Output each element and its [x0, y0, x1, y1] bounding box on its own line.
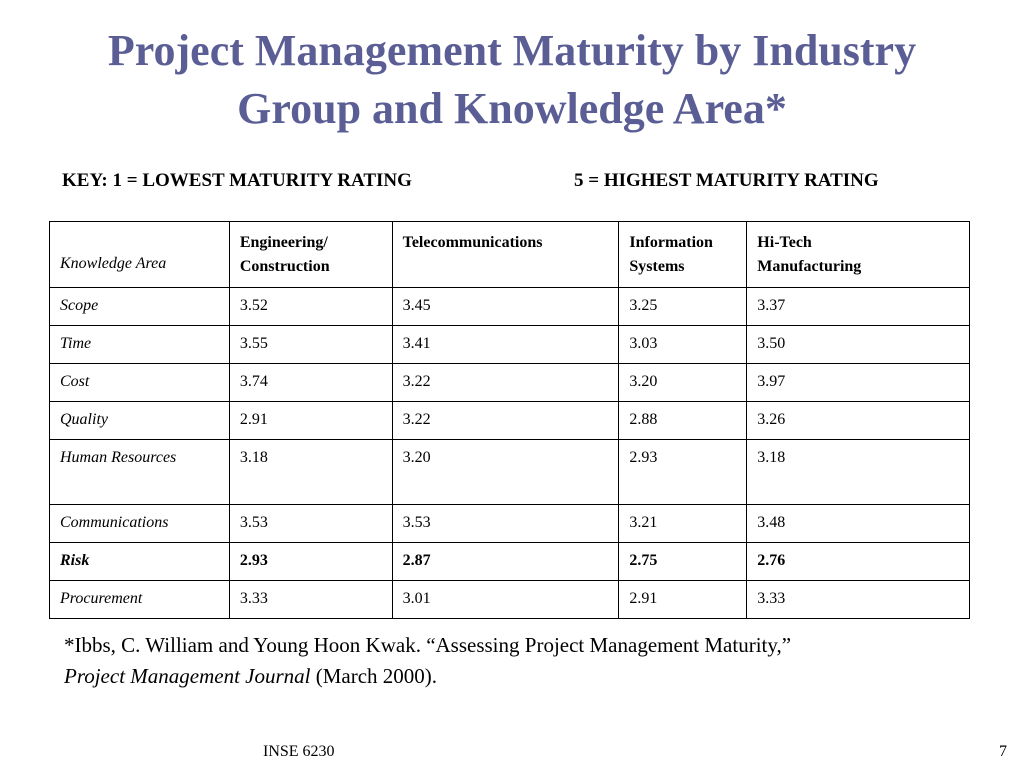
row-area-label: Communications	[49, 504, 230, 543]
slide-title-line1: Project Management Maturity by Industry	[107, 26, 917, 75]
cell-hitech: 3.18	[746, 439, 970, 505]
row-area-label: Human Resources	[49, 439, 230, 505]
cell-infosys: 3.20	[618, 363, 748, 402]
cell-telecom: 3.01	[391, 580, 620, 619]
table-row-human-resources: Human Resources 3.18 3.20 2.93 3.18	[49, 439, 970, 505]
cell-engineering: 2.91	[228, 401, 393, 440]
slide-title: Project Management Maturity by Industry …	[0, 22, 1024, 138]
maturity-table: Knowledge Area Engineering/ Construction…	[49, 221, 970, 619]
header-col4-line1: Hi-Tech	[757, 234, 812, 251]
footer-page-number: 7	[999, 743, 1007, 760]
cell-telecom: 3.45	[391, 287, 620, 326]
header-col4-line2: Manufacturing	[757, 258, 862, 275]
header-col3-line1: Information	[629, 234, 713, 251]
table-row-quality: Quality 2.91 3.22 2.88 3.26	[49, 401, 970, 440]
cell-infosys: 2.93	[618, 439, 748, 505]
row-area-label: Quality	[49, 401, 230, 440]
row-area-label: Cost	[49, 363, 230, 402]
header-col3-line2: Systems	[629, 258, 685, 275]
cell-infosys: 3.03	[618, 325, 748, 364]
table-row-cost: Cost 3.74 3.22 3.20 3.97	[49, 363, 970, 402]
header-telecommunications: Telecommunications	[391, 221, 620, 288]
cell-telecom: 3.22	[391, 363, 620, 402]
cell-telecom: 3.22	[391, 401, 620, 440]
cell-engineering: 3.53	[228, 504, 393, 543]
cell-hitech: 3.37	[746, 287, 970, 326]
citation-date: (March 2000).	[310, 664, 438, 688]
cell-infosys: 3.25	[618, 287, 748, 326]
header-hitech-manufacturing: Hi-Tech Manufacturing	[746, 221, 970, 288]
table-row-time: Time 3.55 3.41 3.03 3.50	[49, 325, 970, 364]
table-row-communications: Communications 3.53 3.53 3.21 3.48	[49, 504, 970, 543]
key-highest-rating: 5 = HIGHEST MATURITY RATING	[574, 170, 879, 191]
cell-telecom: 3.53	[391, 504, 620, 543]
table-header-row: Knowledge Area Engineering/ Construction…	[49, 221, 970, 288]
key-lowest-rating: KEY: 1 = LOWEST MATURITY RATING	[62, 170, 412, 191]
row-area-label: Scope	[49, 287, 230, 326]
cell-telecom: 3.41	[391, 325, 620, 364]
header-col2-line1: Telecommunications	[402, 234, 543, 251]
cell-engineering: 3.55	[228, 325, 393, 364]
cell-infosys: 2.88	[618, 401, 748, 440]
cell-hitech: 2.76	[746, 542, 970, 581]
cell-infosys: 2.75	[618, 542, 748, 581]
cell-hitech: 3.50	[746, 325, 970, 364]
citation: *Ibbs, C. William and Young Hoon Kwak. “…	[64, 630, 791, 692]
table-row-risk: Risk 2.93 2.87 2.75 2.76	[49, 542, 970, 581]
header-information-systems: Information Systems	[618, 221, 748, 288]
cell-telecom: 3.20	[391, 439, 620, 505]
citation-journal: Project Management Journal	[64, 664, 311, 688]
cell-hitech: 3.48	[746, 504, 970, 543]
row-area-label: Procurement	[49, 580, 230, 619]
cell-hitech: 3.97	[746, 363, 970, 402]
cell-engineering: 2.93	[228, 542, 393, 581]
slide-title-line2: Group and Knowledge Area*	[237, 84, 787, 133]
citation-line2: Project Management Journal (March 2000).	[64, 661, 791, 692]
header-engineering-construction: Engineering/ Construction	[228, 221, 393, 288]
cell-engineering: 3.18	[228, 439, 393, 505]
header-knowledge-area: Knowledge Area	[49, 221, 230, 288]
table-row-procurement: Procurement 3.33 3.01 2.91 3.33	[49, 580, 970, 619]
row-area-label: Time	[49, 325, 230, 364]
table-row-scope: Scope 3.52 3.45 3.25 3.37	[49, 287, 970, 326]
citation-line1: *Ibbs, C. William and Young Hoon Kwak. “…	[64, 633, 792, 657]
cell-engineering: 3.74	[228, 363, 393, 402]
cell-hitech: 3.26	[746, 401, 970, 440]
cell-infosys: 2.91	[618, 580, 748, 619]
cell-infosys: 3.21	[618, 504, 748, 543]
cell-telecom: 2.87	[391, 542, 620, 581]
row-area-label: Risk	[49, 542, 230, 581]
cell-engineering: 3.52	[228, 287, 393, 326]
header-col1-line2: Construction	[239, 258, 330, 275]
header-col1-line1: Engineering/	[239, 234, 328, 251]
cell-hitech: 3.33	[746, 580, 970, 619]
footer-course-code: INSE 6230	[263, 743, 335, 760]
cell-engineering: 3.33	[228, 580, 393, 619]
